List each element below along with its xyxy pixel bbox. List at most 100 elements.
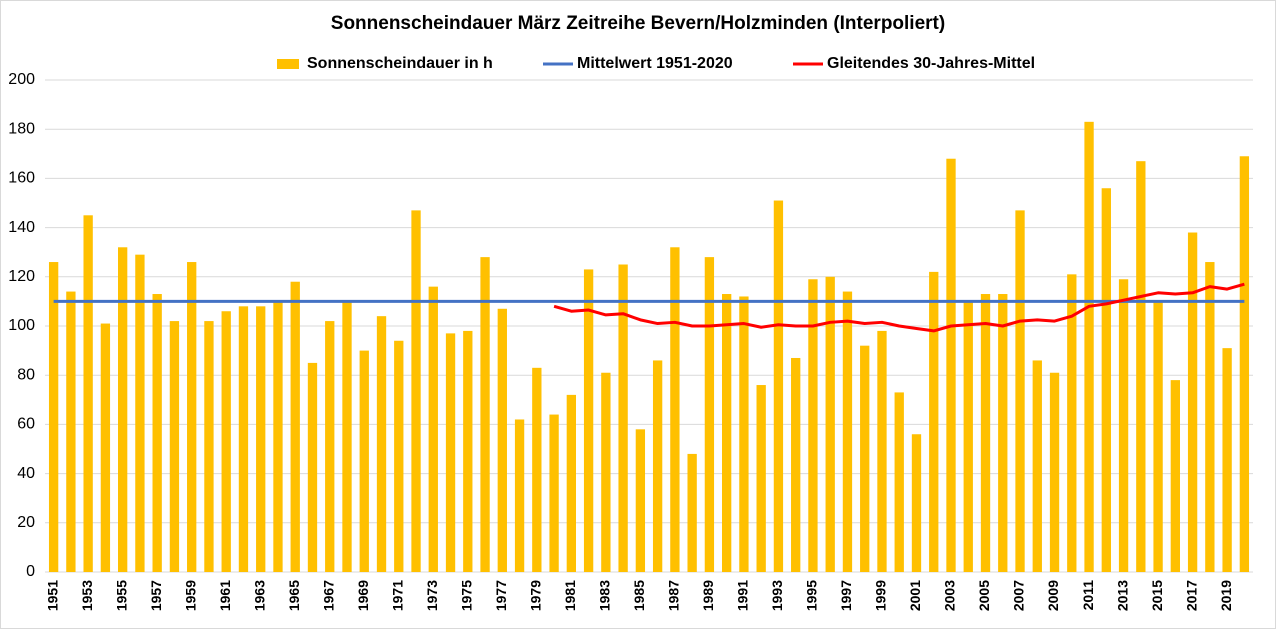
x-tick-label: 1969 (355, 580, 371, 611)
y-tick-label: 100 (8, 317, 35, 334)
bar (1153, 301, 1163, 572)
bar (549, 414, 559, 572)
bar (135, 254, 145, 572)
y-tick-label: 60 (17, 416, 35, 433)
bar (256, 306, 266, 572)
legend-label: Gleitendes 30-Jahres-Mittel (827, 55, 1035, 72)
x-tick-label: 1999 (873, 580, 889, 611)
bar (514, 419, 525, 572)
bar (980, 294, 991, 572)
x-tick-label: 2013 (1114, 580, 1130, 611)
bar (601, 372, 611, 572)
x-tick-label: 1957 (148, 580, 164, 611)
bar (946, 158, 956, 572)
bar (394, 340, 404, 572)
bar (480, 257, 490, 572)
bar (566, 394, 577, 572)
bar (221, 311, 231, 572)
legend-swatch (277, 59, 299, 69)
bar (463, 330, 473, 572)
x-tick-label: 1967 (320, 580, 336, 611)
x-tick-label: 1965 (286, 580, 302, 611)
x-tick-label: 1983 (597, 580, 613, 611)
bar (342, 301, 352, 572)
x-tick-label: 1995 (804, 580, 820, 611)
x-tick-label: 1985 (631, 580, 647, 611)
y-tick-label: 80 (17, 366, 35, 383)
x-tick-label: 1955 (113, 580, 129, 611)
y-tick-label: 160 (8, 170, 35, 187)
bar (583, 269, 594, 572)
bar (66, 291, 76, 572)
x-tick-label: 1981 (562, 580, 578, 611)
x-tick-label: 1961 (217, 580, 233, 611)
bar (290, 281, 300, 572)
bar (1239, 156, 1250, 572)
bar (1118, 279, 1129, 572)
chart-title: Sonnenscheindauer März Zeitreihe Bevern/… (331, 13, 945, 34)
bar (652, 360, 663, 572)
bar (445, 333, 456, 572)
bar (1187, 232, 1198, 572)
bar (238, 306, 249, 572)
bar (1101, 188, 1111, 573)
bar (48, 262, 59, 572)
y-tick-label: 120 (8, 268, 35, 285)
bar (773, 200, 784, 573)
x-tick-label: 2001 (907, 580, 923, 611)
bar (877, 330, 887, 572)
bar (497, 308, 507, 572)
x-tick-label: 1953 (79, 580, 95, 611)
y-tick-label: 140 (8, 219, 35, 236)
bar (83, 215, 93, 573)
bar (842, 291, 853, 572)
x-tick-label: 2009 (1045, 580, 1061, 611)
bar (739, 296, 749, 572)
bar (825, 276, 835, 572)
bar (169, 321, 180, 572)
bar (704, 257, 715, 572)
y-tick-label: 40 (17, 465, 35, 482)
x-tick-label: 1959 (182, 580, 198, 611)
bar (411, 210, 421, 572)
bar (860, 345, 870, 572)
bar (1084, 121, 1094, 572)
line (553, 282, 1245, 333)
x-tick-label: 1963 (251, 580, 267, 611)
bar (376, 316, 387, 572)
x-tick-label: 1973 (424, 580, 440, 611)
legend-label: Mittelwert 1951-2020 (577, 55, 733, 72)
bar (532, 367, 542, 572)
bar (894, 392, 904, 572)
x-tick-label: 1977 (493, 580, 509, 611)
x-tick-label: 1971 (389, 580, 405, 611)
bar (117, 247, 128, 572)
x-tick-label: 1991 (735, 580, 751, 611)
bar (359, 350, 369, 572)
legend-label: Sonnenscheindauer in h (307, 55, 493, 72)
bar (204, 321, 214, 572)
x-tick-label: 1979 (528, 580, 544, 611)
bar (756, 385, 766, 572)
x-tick-label: 1975 (459, 580, 475, 611)
y-tick-label: 200 (8, 71, 35, 88)
x-tick-label: 2015 (1149, 580, 1165, 611)
bar (1205, 262, 1215, 572)
bar (273, 301, 283, 572)
x-tick-label: 1951 (44, 580, 60, 611)
bar (1222, 348, 1232, 572)
x-tick-label: 2011 (1080, 580, 1096, 611)
bar (929, 271, 939, 572)
bar (1136, 161, 1146, 572)
bar (1049, 372, 1060, 572)
bar (721, 294, 732, 572)
x-tick-label: 2007 (1011, 580, 1027, 611)
x-tick-label: 2005 (976, 580, 992, 611)
bar (791, 357, 801, 572)
bar (635, 429, 646, 572)
bar (911, 434, 922, 572)
bar (307, 362, 318, 572)
x-tick-label: 2017 (1183, 580, 1199, 611)
